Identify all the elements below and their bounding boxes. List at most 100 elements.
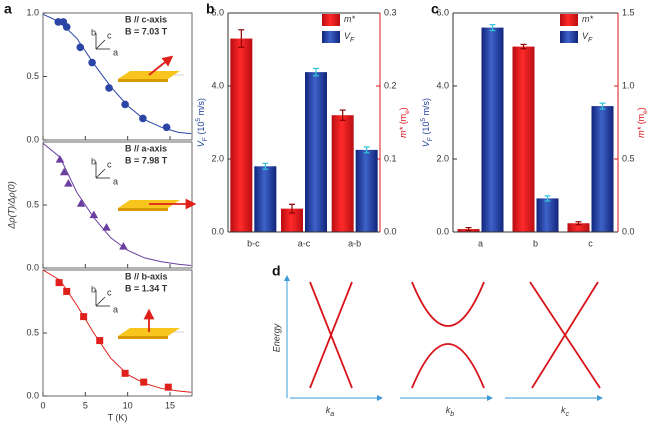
k-sub: b [450,411,454,418]
bar [591,106,614,232]
legend-sub: F [588,37,593,44]
y2-axis-label: m* (me) [398,107,411,138]
data-point [64,179,73,187]
data-point [162,123,171,132]
x-axis-label: T (K) [108,412,128,422]
k-label: k [446,405,451,415]
data-point [80,313,88,321]
error-bar [465,227,472,232]
bar [305,72,327,232]
y2-tick-label: 1.0 [622,80,635,90]
y-axis-label-part: m/s) [421,98,431,118]
legend-name: V [344,31,351,41]
bar [230,38,253,232]
y-axis-label-part: 5 [195,118,202,122]
legend-name: m* [582,14,593,24]
icon-label: b [91,27,96,37]
error-bar [489,24,496,32]
y-axis-label-part: F [427,137,434,141]
legend-swatch [322,14,340,26]
icon-label: c [107,30,112,40]
x-tick-label: 5 [83,400,88,410]
x-axis-label: kc [561,405,570,418]
panel-label: a [4,1,12,17]
x-axis-label: ka [326,405,335,418]
x-tick-label: a-c [298,238,311,248]
x-tick-label: 0 [40,400,45,410]
y2-axis-label-part: (m [636,114,646,127]
legend-swatch [560,14,578,26]
icon-axis [95,296,106,307]
y2-axis-label-part: e [642,110,649,114]
bar [512,46,535,232]
data-point [139,114,147,123]
data-point [76,43,85,52]
legend-label: VF [344,31,355,44]
panel-label: c [431,1,439,17]
plate-side [118,336,168,339]
y2-axis-label-part: m* [636,126,646,137]
y-tick-label: 2.0 [211,153,224,163]
x-tick-label: 10 [123,400,133,410]
plate-side [118,79,168,82]
y2-tick-label: 0.1 [384,153,397,163]
y-axis-label-part: (10 [196,122,206,138]
bar [536,198,559,232]
y-axis-label: VF (105 m/s) [195,98,209,147]
data-point [55,155,65,163]
y-tick-label: 4.0 [211,80,224,90]
y-axis-label-part: m/s) [196,98,206,118]
icon-label: a [113,176,118,186]
error-bar [262,162,269,170]
data-point [62,23,71,31]
y-axis-label: Δρ(T)/Δρ(0) [6,181,16,229]
bar [481,27,504,232]
y2-axis-label: m* (me) [636,107,649,138]
band [309,281,353,389]
y2-axis-label-part: e [404,110,411,114]
band [411,281,485,327]
legend-name: V [582,31,589,41]
data-point [140,378,148,386]
icon-axis [95,168,106,179]
y-tick-label: 6.0 [211,7,224,17]
data-point [55,279,63,287]
bar [254,166,277,232]
legend-label: m* [582,14,593,24]
data-point [105,84,113,92]
legend-label: m* [344,14,355,24]
data-point [121,369,129,377]
y2-tick-label: 0.5 [622,153,635,163]
y2-axis-label-part: ) [398,107,408,110]
icon-axis [95,39,106,50]
y2-tick-label: 1.5 [622,7,635,17]
annotation: B // c-axis [125,14,167,24]
bar [355,149,378,232]
field-arrow [148,55,174,76]
error-bar [520,43,527,50]
y-tick-label: 0.0 [26,390,39,400]
data-point [119,242,128,250]
k-sub: a [330,411,334,418]
y2-tick-label: 0.2 [384,80,397,90]
y-tick-label: 2.0 [436,153,449,163]
y-tick-label: 0.5 [26,327,39,337]
y2-axis-label-part: (m [398,114,408,127]
bar [281,208,303,232]
x-tick-label: a-b [348,238,361,248]
data-point [88,58,96,67]
annotation: B // a-axis [125,143,167,153]
data-point [102,223,111,231]
y-tick-label: 0.0 [26,134,39,144]
y-tick-label: 0.5 [26,71,39,81]
k-label: k [326,405,331,415]
y-axis-label-part: (10 [421,122,431,138]
icon-label: b [91,156,96,166]
y-tick-label: 6.0 [436,7,449,17]
legend-name: m* [344,14,355,24]
legend-swatch [322,31,340,43]
y-tick-label: 0.0 [211,226,224,236]
x-tick-label: b [533,238,538,248]
y-tick-label: 4.0 [436,80,449,90]
